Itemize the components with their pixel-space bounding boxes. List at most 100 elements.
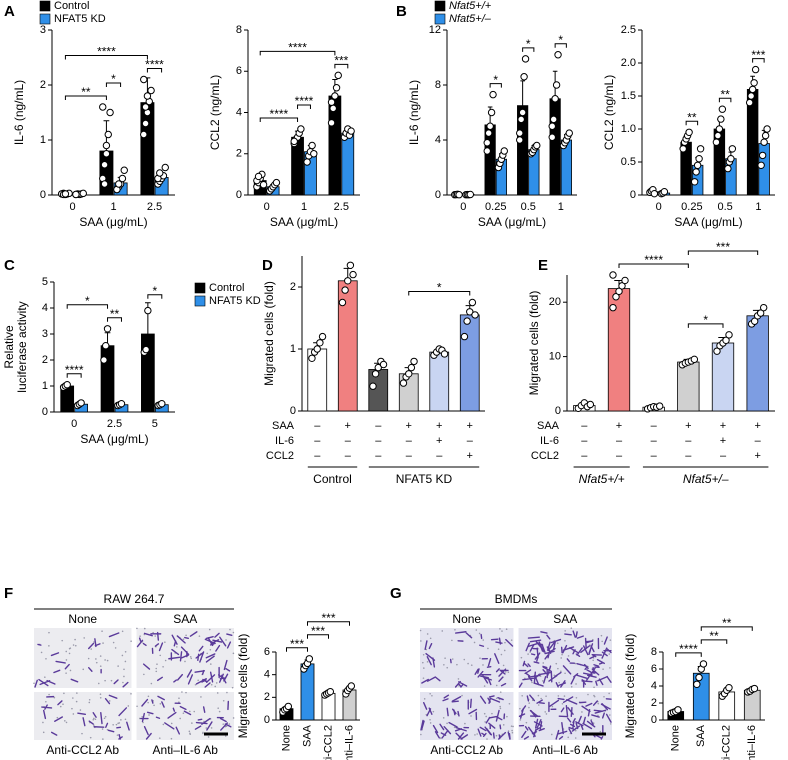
cell-pore: [143, 627, 146, 630]
migrated-cell: [195, 652, 204, 659]
data-point: [722, 336, 730, 344]
cell-pore: [550, 733, 553, 736]
migrated-cell: [172, 707, 176, 712]
data-point: [551, 95, 559, 103]
y-tick-label: 2: [40, 79, 46, 91]
cell-pore: [567, 736, 570, 739]
x-tick-label: 0.5: [521, 201, 536, 213]
y-axis-label: Relative: [2, 325, 16, 369]
data-point: [695, 673, 703, 682]
data-point: [318, 332, 327, 341]
cell-pore: [581, 711, 583, 713]
cell-pore: [81, 732, 83, 735]
condition-sign: +: [685, 420, 691, 432]
data-point: [760, 138, 768, 146]
data-point: [120, 166, 128, 174]
data-point: [759, 303, 768, 312]
migrated-cell: [205, 635, 214, 640]
cell-pore: [65, 721, 68, 724]
cell-pore: [124, 660, 127, 663]
data-point: [609, 303, 617, 312]
data-point: [552, 81, 561, 89]
cell-pore: [600, 634, 603, 637]
data-point: [715, 125, 724, 133]
x-tick-label: 0: [264, 201, 270, 213]
migrated-cell: [41, 706, 53, 709]
x-tick-label: 2.5: [334, 201, 349, 213]
cell-pore: [229, 628, 231, 631]
legend-swatch: [194, 295, 206, 307]
cell-pore: [491, 712, 493, 715]
data-point: [369, 382, 377, 390]
cell-pore: [503, 649, 506, 652]
migrated-cell: [424, 640, 428, 651]
data-point: [468, 298, 477, 307]
significance-bracket: [297, 104, 311, 109]
migrated-cell: [82, 717, 86, 727]
migrated-cell: [525, 672, 531, 677]
significance-label: **: [722, 616, 732, 630]
data-point: [548, 122, 556, 130]
cell-pore: [189, 656, 192, 658]
data-point: [349, 270, 357, 279]
data-point: [329, 104, 337, 113]
cell-pore: [557, 695, 560, 697]
migrated-cell: [434, 731, 440, 739]
migrated-cell: [530, 709, 537, 718]
migrated-cell: [498, 731, 507, 740]
legend-swatch: [194, 282, 206, 294]
y-tick-label: 6: [264, 646, 270, 658]
bar: [459, 314, 480, 412]
migrated-cell: [226, 633, 233, 636]
migrated-cell: [538, 728, 545, 732]
migrated-cell: [561, 722, 564, 735]
migrated-cell: [100, 711, 103, 725]
data-point: [140, 130, 148, 139]
cell-pore: [56, 716, 59, 719]
y-tick-label: 2: [42, 354, 48, 366]
migrated-cell: [201, 669, 205, 675]
cell-pore: [463, 658, 466, 661]
x-tick-label: 0.25: [681, 201, 702, 213]
cell-pore: [443, 664, 445, 666]
cell-pore: [139, 635, 141, 637]
migrated-cell: [580, 724, 584, 731]
cell-pore: [121, 654, 124, 657]
cell-pore: [117, 665, 119, 667]
cell-pore: [170, 722, 173, 725]
y-tick-label: 8: [651, 646, 657, 658]
y-tick-label: 2: [264, 691, 270, 703]
data-point: [516, 129, 524, 137]
cell-pore: [88, 698, 91, 701]
cell-pore: [232, 717, 235, 719]
migrated-cell: [136, 639, 144, 648]
cell-pore: [185, 691, 187, 694]
migrated-cell: [432, 724, 439, 734]
significance-bracket: [107, 317, 122, 322]
migrated-cell: [479, 695, 487, 704]
data-point: [158, 399, 166, 408]
x-tick-label: Anti-CCL2: [721, 725, 733, 760]
condition-sign: –: [651, 435, 658, 447]
migrated-cell: [186, 669, 193, 678]
panel-letter: E: [538, 257, 548, 274]
migrated-cell: [549, 699, 560, 707]
migrated-cell: [199, 651, 205, 663]
cell-pore: [71, 707, 73, 710]
migrated-cell: [485, 716, 491, 724]
bar: [100, 345, 115, 413]
migrated-cell: [176, 673, 184, 681]
cell-pore: [439, 737, 442, 739]
cell-pore: [483, 685, 486, 687]
data-point: [693, 680, 701, 688]
significance-bracket: [286, 647, 308, 652]
migrated-cell: [457, 732, 465, 740]
cell-pore: [143, 673, 145, 676]
migrated-cell: [593, 664, 600, 667]
migrated-cell: [600, 736, 604, 740]
cell-pore: [228, 723, 231, 725]
migrated-cell: [428, 707, 433, 715]
migrated-cell: [202, 706, 206, 713]
migrated-cell: [53, 669, 61, 674]
condition-sign: +: [436, 435, 442, 447]
